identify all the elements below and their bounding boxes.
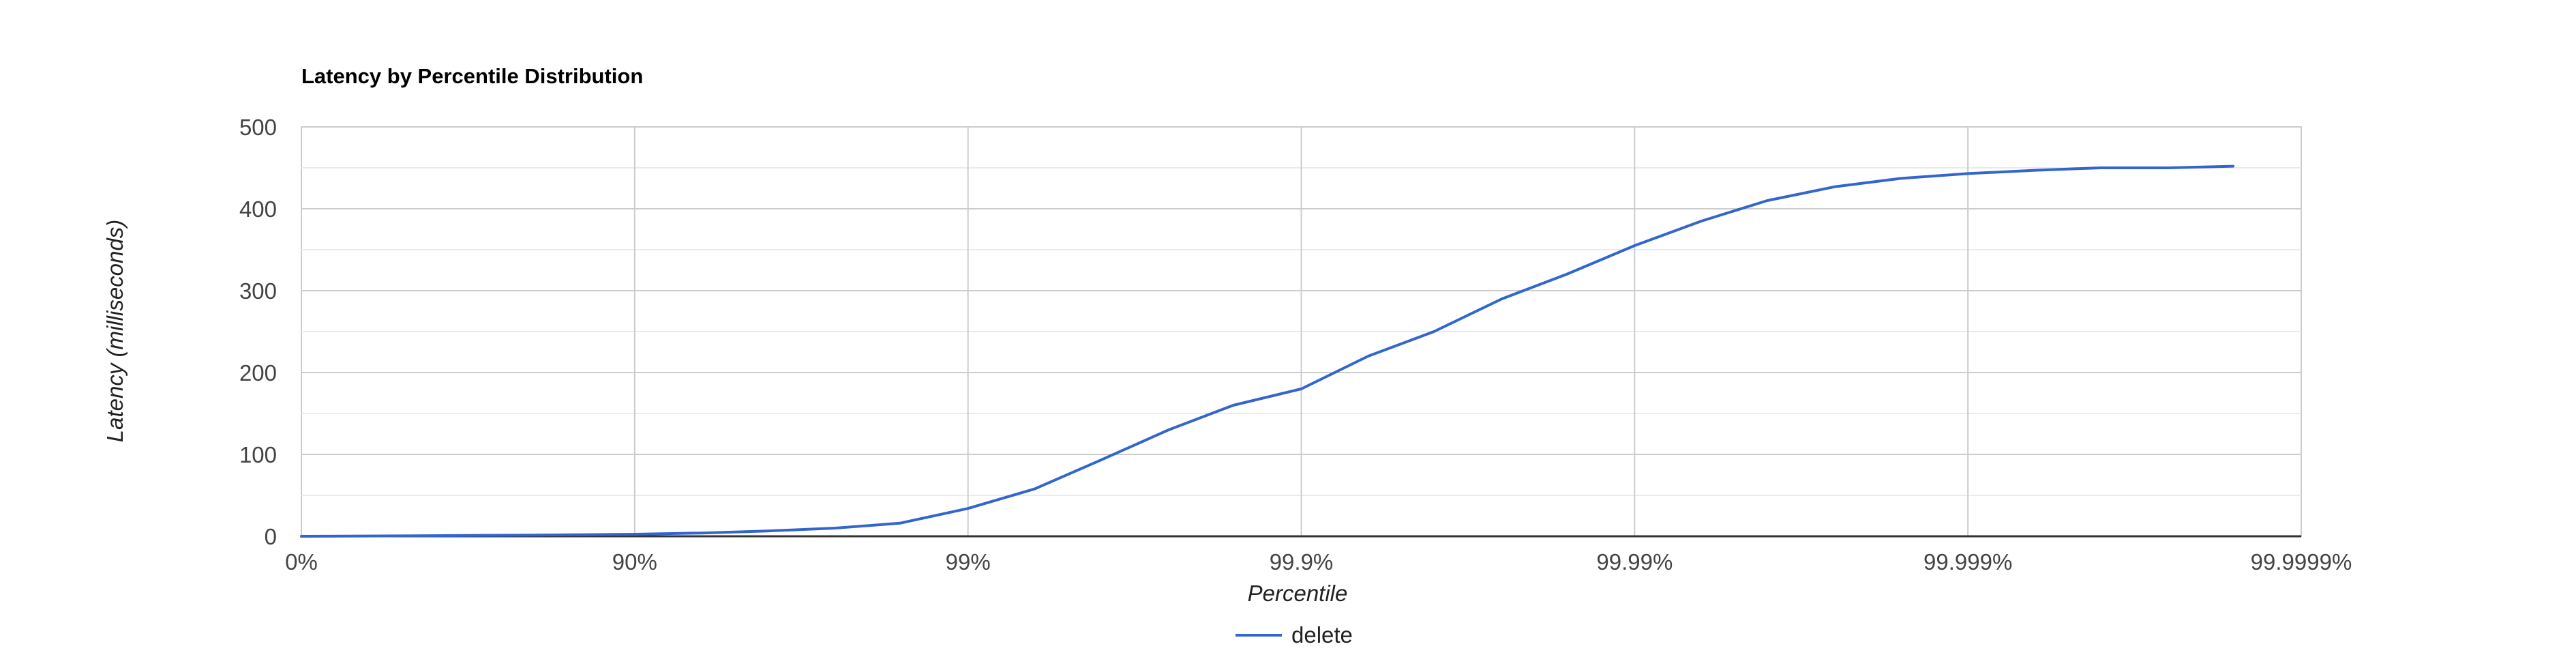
legend-label-delete: delete: [1291, 622, 1353, 647]
x-tick-label: 90%: [612, 549, 657, 574]
x-tick-label: 99.999%: [1923, 549, 2012, 574]
x-tick-label: 99%: [946, 549, 991, 574]
x-tick-label: 99.9%: [1270, 549, 1334, 574]
x-axis-label: Percentile: [1248, 581, 1348, 606]
y-axis-label: Latency (milliseconds): [102, 220, 128, 442]
series-layer: [300, 164, 2235, 538]
chart-title: Latency by Percentile Distribution: [301, 64, 643, 88]
y-tick-label: 100: [239, 442, 277, 467]
y-tick-label: 0: [265, 524, 277, 549]
major-gridlines: [301, 126, 2301, 538]
series-line-delete: [300, 164, 2235, 538]
legend[interactable]: delete: [1235, 622, 1353, 647]
y-tick-label: 200: [239, 360, 277, 385]
x-tick-label: 99.9999%: [2251, 549, 2352, 574]
x-tick-label: 99.99%: [1596, 549, 1673, 574]
x-tick-label: 0%: [285, 549, 318, 574]
x-axis-ticks: 0% 90% 99% 99.9% 99.99% 99.999% 99.9999%: [285, 549, 2352, 574]
y-tick-label: 500: [239, 115, 277, 140]
y-axis-ticks: 0 100 200 300 400 500: [239, 115, 277, 549]
y-tick-label: 300: [239, 278, 277, 304]
y-tick-label: 400: [239, 196, 277, 222]
